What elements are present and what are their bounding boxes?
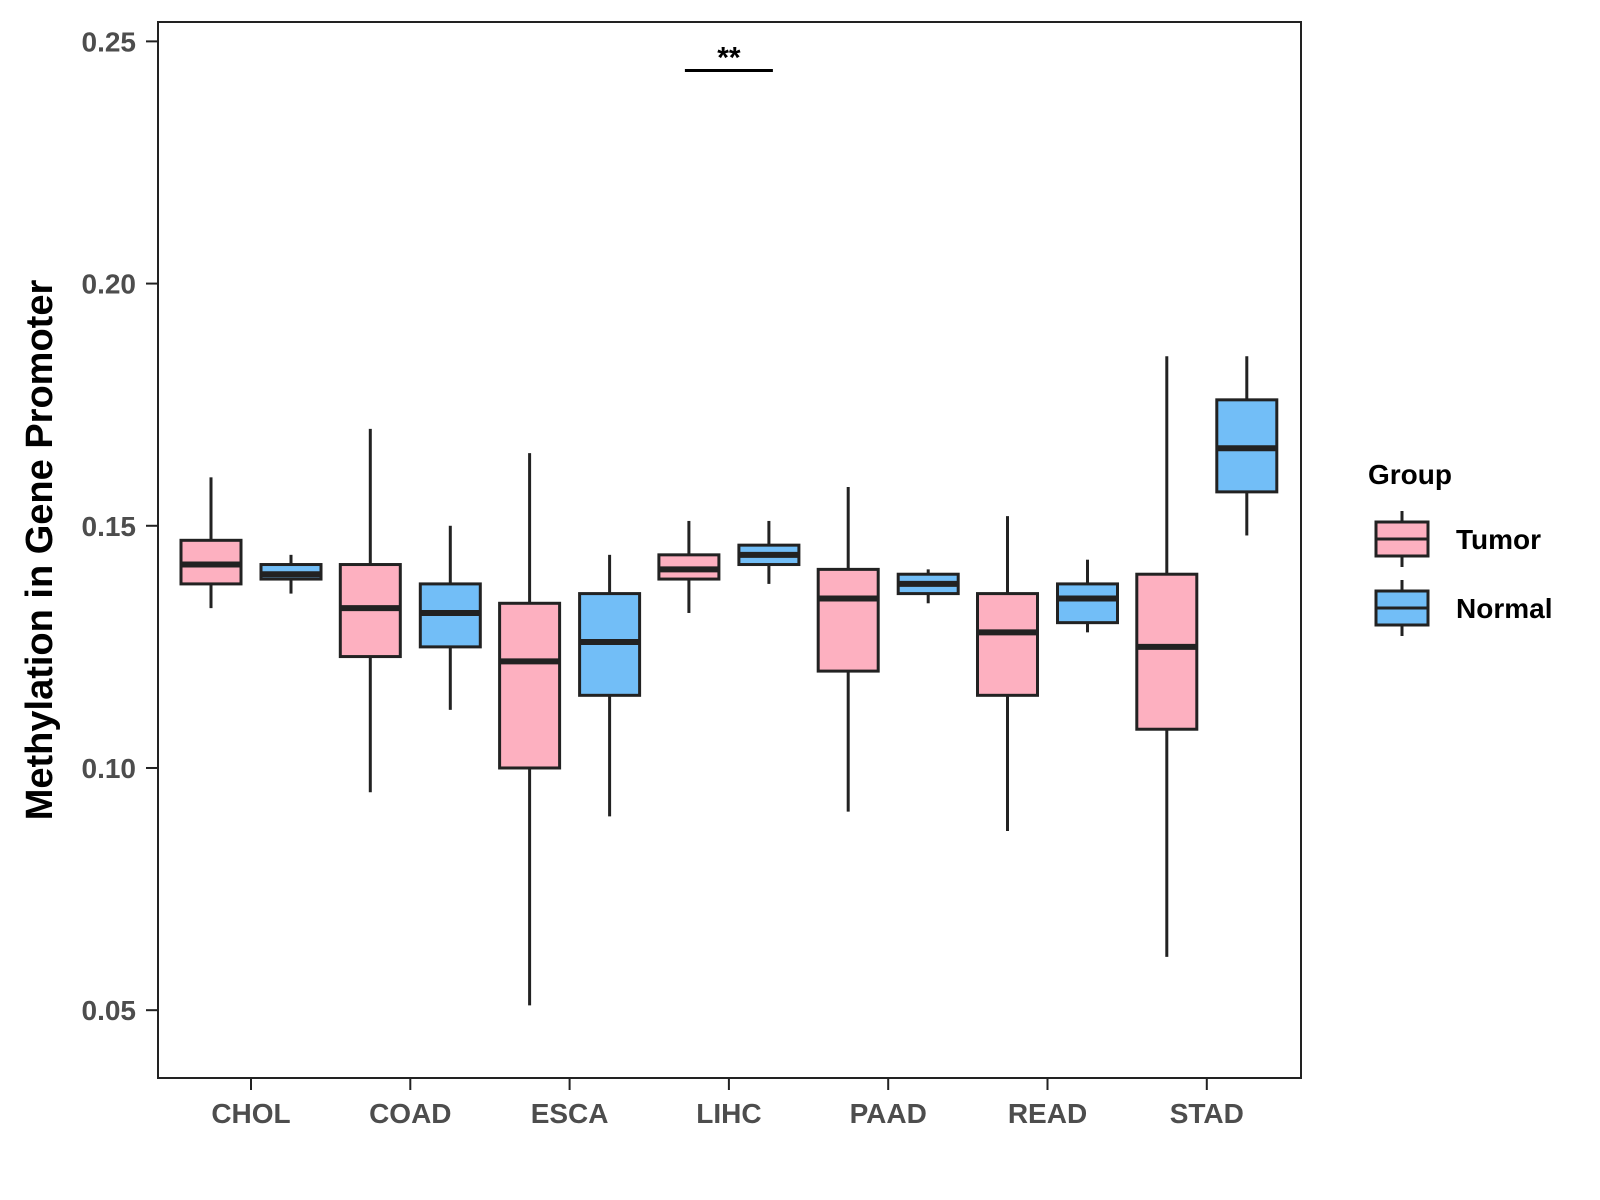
x-tick-label: STAD [1170, 1098, 1244, 1129]
y-axis-label: Methylation in Gene Promoter [19, 280, 61, 821]
box-tumor-paad [816, 487, 880, 812]
annotations-layer: ** [684, 41, 773, 74]
box-tumor-stad [1135, 356, 1199, 957]
y-tick-label: 0.15 [82, 511, 137, 542]
x-tick-label: LIHC [696, 1098, 761, 1129]
legend-entry-normal: Normal [1374, 580, 1552, 636]
box-normal-chol [259, 554, 323, 594]
box-body [816, 567, 880, 673]
x-tick-label: ESCA [531, 1098, 609, 1129]
box-body [498, 601, 562, 770]
y-tick-label: 0.20 [82, 269, 137, 300]
legend-label: Tumor [1456, 524, 1541, 555]
box-normal-lihc [737, 520, 801, 584]
x-tick-label: PAAD [850, 1098, 927, 1129]
box-normal-paad [896, 569, 960, 604]
x-tick-label: COAD [369, 1098, 451, 1129]
boxes-layer [179, 356, 1279, 1006]
legend: Group Tumor Normal [1368, 459, 1552, 636]
legend-label: Normal [1456, 593, 1552, 624]
y-tick-label: 0.05 [82, 995, 137, 1026]
box-normal-stad [1215, 356, 1279, 536]
box-body [1056, 582, 1119, 625]
x-axis: CHOL COAD ESCA LIHC PAAD READ STAD [211, 1078, 1244, 1129]
box-normal-coad [418, 525, 482, 710]
box-normal-esca [578, 554, 642, 817]
significance-label: ** [717, 41, 741, 74]
legend-title: Group [1368, 459, 1452, 490]
box-tumor-lihc [657, 520, 721, 613]
box-normal-read [1056, 559, 1119, 633]
legend-entry-tumor: Tumor [1374, 511, 1541, 567]
box-tumor-chol [179, 477, 243, 609]
x-tick-label: CHOL [211, 1098, 290, 1129]
plot-panel [157, 21, 1302, 1079]
y-tick-label: 0.10 [82, 753, 137, 784]
box-tumor-read [976, 516, 1039, 831]
y-tick-label: 0.25 [82, 26, 137, 57]
legend-entries: Tumor Normal [1374, 511, 1552, 636]
box-body [976, 592, 1039, 697]
box-body [1135, 572, 1199, 731]
box-tumor-esca [498, 453, 562, 1006]
box-tumor-coad [338, 428, 402, 793]
y-axis: 0.05 0.10 0.15 0.20 0.25 [82, 26, 158, 1026]
x-tick-label: READ [1008, 1098, 1087, 1129]
